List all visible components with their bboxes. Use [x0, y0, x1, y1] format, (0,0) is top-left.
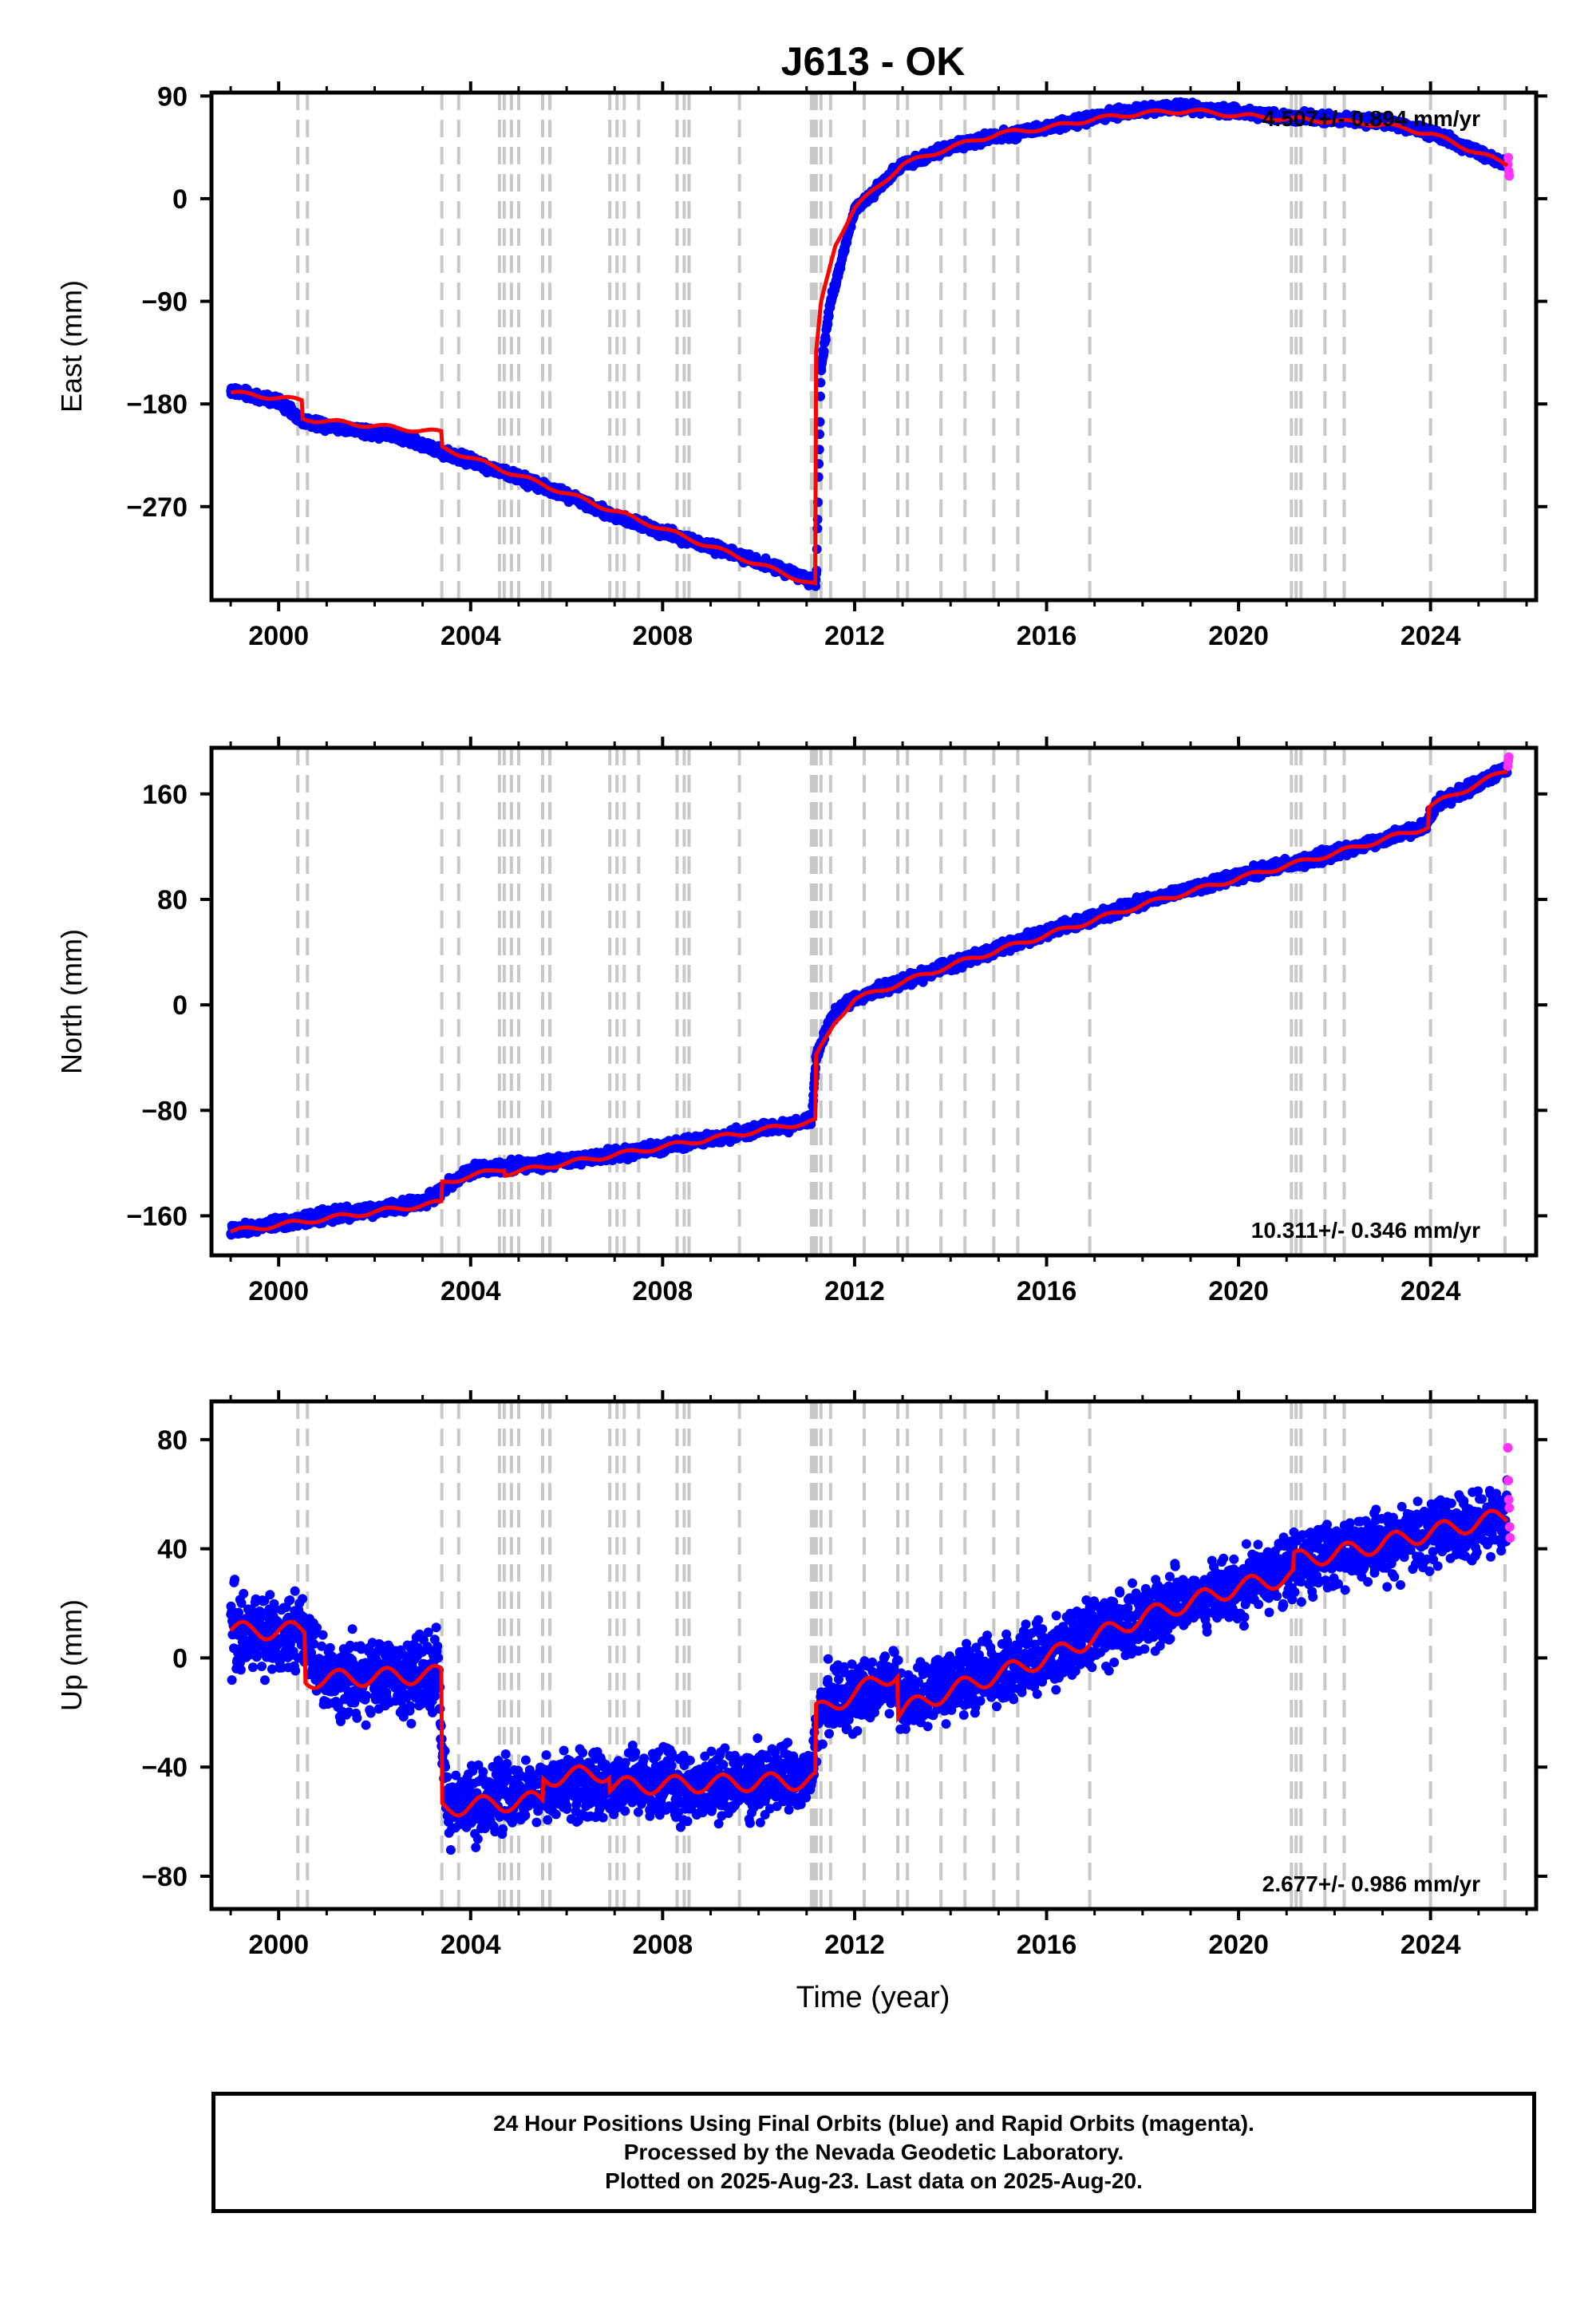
chart-title: J613 - OK — [781, 39, 966, 84]
x-tick-label: 2012 — [824, 621, 885, 651]
event-lines — [296, 748, 1507, 1255]
x-tick-label: 2000 — [248, 621, 309, 651]
y-tick-label: −270 — [126, 492, 188, 523]
x-tick-label: 2016 — [1017, 621, 1077, 651]
rapid-orbit-point — [1503, 152, 1514, 163]
rate-text: 4.507+/- 0.894 mm/yr — [1262, 106, 1480, 131]
x-tick-label: 2024 — [1400, 621, 1461, 651]
y-tick-label: 0 — [172, 184, 188, 215]
rapid-orbit-point — [1504, 171, 1515, 181]
panel-east: 90 0 −90 −180 −270 2000 2004 2008 2012 2016 2020 20… — [55, 81, 1547, 651]
y-tick-label: −180 — [126, 389, 188, 420]
final-orbit-point — [820, 334, 831, 345]
x-tick-label: 2008 — [633, 621, 693, 651]
plot-area — [226, 97, 1515, 591]
x-tick-label: 2020 — [1208, 621, 1269, 651]
y-tick-label: −90 — [141, 287, 188, 318]
model-line — [230, 108, 1509, 587]
y-tick-label: 90 — [157, 81, 188, 112]
final-orbit-point — [819, 346, 829, 357]
plot-area — [226, 752, 1514, 1240]
x-tick-label: 2004 — [440, 621, 501, 651]
y-axis-label: East (mm) — [55, 280, 88, 413]
final-orbit-point — [824, 310, 834, 321]
final-orbit-point — [816, 377, 826, 388]
plot-frame — [209, 90, 1539, 603]
